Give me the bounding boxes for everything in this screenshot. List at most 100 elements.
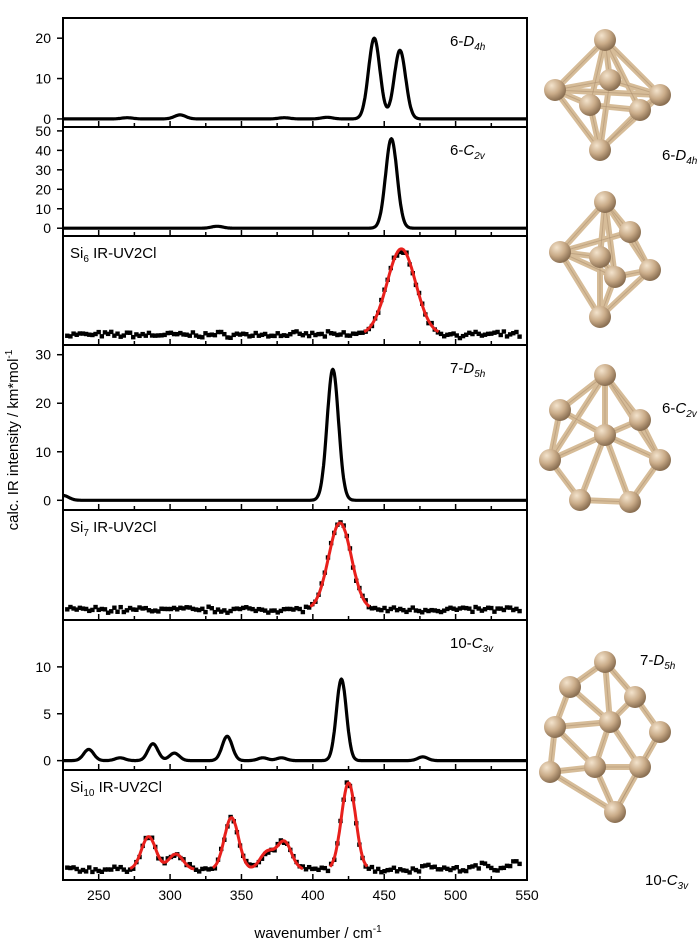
exp-data-point xyxy=(350,331,356,336)
exp-data-point xyxy=(306,864,312,870)
y-tick-label: 0 xyxy=(43,220,51,236)
exp-data-point xyxy=(71,865,76,870)
bond-edge xyxy=(604,201,616,278)
exp-data-point xyxy=(134,607,139,612)
exp-data-point xyxy=(473,863,478,868)
exp-data-point xyxy=(485,331,491,337)
exp-data-point xyxy=(328,330,334,336)
exp-data-point xyxy=(140,331,145,337)
exp-data-point xyxy=(109,329,114,335)
si-atom xyxy=(539,761,561,783)
exp-data-point xyxy=(212,332,218,338)
exp-data-point xyxy=(514,606,519,612)
exp-data-point xyxy=(272,333,277,339)
exp-data-point xyxy=(200,606,205,611)
exp-data-point xyxy=(225,335,230,340)
si-atom xyxy=(619,491,641,513)
exp-data-point xyxy=(492,330,497,335)
exp-data-point xyxy=(181,332,186,337)
y-tick-label: 40 xyxy=(35,142,51,158)
exp-data-point xyxy=(313,866,318,871)
y-tick-label: 5 xyxy=(43,706,51,722)
exp-data-point xyxy=(482,607,488,612)
exp-data-point xyxy=(181,606,186,611)
exp-data-point xyxy=(96,868,101,874)
exp-data-point xyxy=(124,330,130,335)
exp-data-point xyxy=(438,331,444,337)
exp-data-point xyxy=(413,867,419,873)
si-atom xyxy=(594,29,616,51)
exp-data-point xyxy=(413,608,419,613)
y-axis-label: calc. IR intensity / km*mol-1 xyxy=(4,349,22,530)
exp-data-point xyxy=(410,866,415,871)
bond-edge xyxy=(559,251,601,318)
si-atom xyxy=(589,139,611,161)
exp-data-point xyxy=(347,333,353,338)
panel-5: Si7 IR-UV2Cl xyxy=(62,509,528,621)
structure-label: 6-C2v xyxy=(662,400,698,420)
exp-data-point xyxy=(162,332,167,338)
exp-data-point xyxy=(244,332,249,337)
exp-data-point xyxy=(193,607,199,612)
exp-data-point xyxy=(218,329,224,335)
exp-data-point xyxy=(463,868,469,874)
exp-data-point xyxy=(507,605,513,610)
exp-data-point xyxy=(306,605,312,610)
si-atom xyxy=(619,221,641,243)
exp-data-point xyxy=(482,332,488,337)
exp-data-point xyxy=(102,867,108,872)
exp-data-point xyxy=(372,605,378,611)
calc-spectrum-line xyxy=(63,677,527,763)
exp-data-point xyxy=(451,331,456,336)
exp-data-point xyxy=(149,333,155,338)
exp-data-point xyxy=(244,605,249,610)
exp-data-point xyxy=(153,333,158,338)
exp-data-point xyxy=(281,606,287,612)
exp-data-point xyxy=(256,333,262,338)
exp-data-point xyxy=(93,331,98,337)
exp-data-point xyxy=(127,867,133,872)
exp-data-point xyxy=(294,329,299,334)
exp-data-point xyxy=(247,862,252,867)
exp-data-point xyxy=(162,606,167,612)
y-tick-label: 10 xyxy=(35,201,51,217)
y-tick-label: 50 xyxy=(35,123,51,139)
exp-data-point xyxy=(476,331,481,337)
exp-data-point xyxy=(416,608,422,614)
exp-data-point xyxy=(316,867,321,873)
exp-data-point xyxy=(68,865,73,871)
exp-data-point xyxy=(507,332,513,337)
exp-data-point xyxy=(99,869,105,874)
exp-data-point xyxy=(197,869,202,874)
si-atom xyxy=(539,449,561,471)
si-atom xyxy=(549,399,571,421)
x-tick-label: 450 xyxy=(373,887,397,903)
y-tick-label: 20 xyxy=(35,395,51,411)
y-tick-label: 0 xyxy=(43,492,51,508)
exp-data-point xyxy=(426,608,431,614)
exp-data-point xyxy=(451,606,456,611)
structure-label: 7-D5h xyxy=(640,652,676,672)
exp-data-point xyxy=(492,609,497,614)
si-atom xyxy=(579,94,601,116)
y-tick-label: 30 xyxy=(35,162,51,178)
exp-data-point xyxy=(335,332,340,338)
exp-data-point xyxy=(288,332,293,337)
exp-data-point xyxy=(237,332,243,337)
exp-data-point xyxy=(200,866,205,872)
exp-data-point xyxy=(319,865,324,870)
exp-data-point xyxy=(80,867,86,873)
bond-edge xyxy=(559,201,606,253)
exp-data-point xyxy=(65,333,70,338)
exp-data-point xyxy=(441,865,447,870)
exp-data-point xyxy=(259,856,265,861)
exp-data-point xyxy=(93,604,98,610)
si-atom xyxy=(559,676,581,698)
exp-data-point xyxy=(234,606,240,611)
calc-spectrum-line xyxy=(63,367,527,502)
si-atom xyxy=(589,246,611,268)
exp-data-point xyxy=(476,606,481,611)
exp-data-point xyxy=(65,607,70,612)
exp-data-point xyxy=(90,332,95,338)
